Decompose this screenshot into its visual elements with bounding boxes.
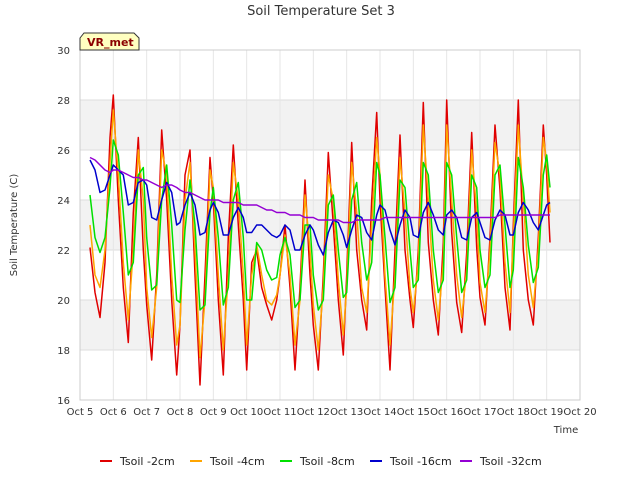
- legend-label: Tsoil -16cm: [389, 455, 452, 468]
- station-tag-box: [79, 32, 140, 51]
- x-tick-label: Oct 7: [133, 407, 160, 418]
- series-line-1: [89, 109, 551, 359]
- x-tick-label: Oct 6: [100, 407, 127, 418]
- x-tick-label: Oct 15: [397, 407, 430, 418]
- series-line-4: [89, 156, 550, 224]
- series-lines: [89, 94, 551, 386]
- y-tick-label: 24: [57, 196, 70, 207]
- x-tick-label: Oct 20: [563, 407, 596, 418]
- x-tick-label: Oct 16: [430, 407, 463, 418]
- x-tick-label: Oct 5: [67, 407, 94, 418]
- x-tick-label: Oct 17: [463, 407, 496, 418]
- series-line-2: [89, 139, 551, 311]
- plot-band: [80, 350, 580, 400]
- legend-label: Tsoil -2cm: [119, 455, 175, 468]
- y-axis-label: Soil Temperature (C): [9, 174, 20, 277]
- x-tick-label: Oct 18: [497, 407, 530, 418]
- series-line-3: [89, 159, 551, 256]
- x-tick-label: Oct 12: [297, 407, 330, 418]
- plot-band: [80, 200, 580, 250]
- chart-title: Soil Temperature Set 3: [247, 4, 395, 19]
- plot-band: [80, 250, 580, 300]
- y-tick-label: 30: [57, 46, 70, 57]
- legend: Tsoil -2cm Tsoil -4cm Tsoil -8cm Tsoil -16c…: [100, 455, 542, 468]
- y-tick-label: 16: [57, 396, 70, 407]
- x-tick-label: Oct 14: [363, 407, 396, 418]
- x-tick-label: Oct 13: [330, 407, 363, 418]
- y-tick-label: 20: [57, 296, 70, 307]
- y-tick-label: 26: [57, 146, 70, 157]
- plot-band: [80, 300, 580, 350]
- plot-band: [80, 50, 580, 100]
- x-tick-label: Oct 11: [263, 407, 296, 418]
- x-tick-label: Oct 9: [200, 407, 227, 418]
- y-tick-label: 22: [57, 246, 70, 257]
- y-axis-ticks: 16 18 20 22 24 26 28 30: [57, 46, 70, 407]
- legend-label: Tsoil -8cm: [299, 455, 355, 468]
- x-tick-label: Oct 19: [530, 407, 563, 418]
- plot-frame: [79, 49, 581, 401]
- legend-label: Tsoil -32cm: [479, 455, 542, 468]
- x-tick-label: Oct 8: [167, 407, 194, 418]
- x-axis-label: Time: [553, 425, 578, 436]
- x-tick-label: Oct 10: [230, 407, 263, 418]
- x-axis-ticks: Oct 5 Oct 6 Oct 7 Oct 8 Oct 9 Oct 10 Oct 11 Oct…: [67, 407, 597, 418]
- station-tag: VR_met: [79, 32, 140, 51]
- plot-band: [80, 100, 580, 150]
- y-tick-label: 18: [57, 346, 70, 357]
- station-tag-label: VR_met: [87, 36, 134, 49]
- legend-label: Tsoil -4cm: [209, 455, 265, 468]
- y-tick-label: 28: [57, 96, 70, 107]
